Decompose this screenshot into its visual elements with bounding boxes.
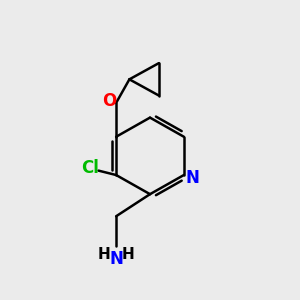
Text: H: H bbox=[98, 247, 111, 262]
Text: H: H bbox=[122, 247, 134, 262]
Text: N: N bbox=[186, 169, 200, 187]
Text: Cl: Cl bbox=[81, 159, 99, 177]
Text: O: O bbox=[102, 92, 116, 110]
Text: N: N bbox=[109, 250, 123, 268]
